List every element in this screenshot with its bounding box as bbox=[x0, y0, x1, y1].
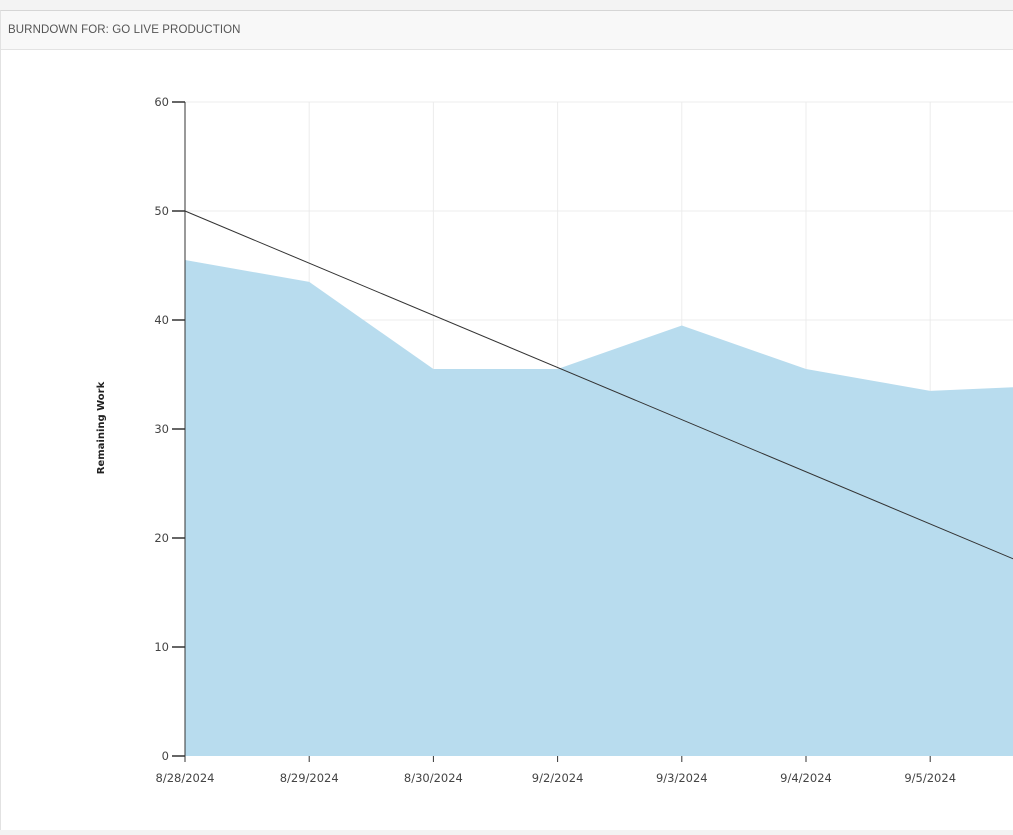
y-tick-label: 0 bbox=[162, 749, 169, 763]
area-layer bbox=[185, 260, 1013, 756]
y-tick-label: 30 bbox=[154, 422, 169, 436]
remaining-work-area bbox=[185, 260, 1013, 756]
x-tick-label: 8/30/2024 bbox=[404, 771, 463, 785]
y-tick-label: 10 bbox=[154, 640, 169, 654]
ideal-trend-line bbox=[184, 210, 1013, 560]
panel-title: BURNDOWN FOR: GO LIVE PRODUCTION bbox=[8, 24, 241, 36]
y-axis-label: Remaining Work bbox=[96, 381, 107, 474]
panel-header: BURNDOWN FOR: GO LIVE PRODUCTION bbox=[1, 11, 1013, 50]
x-tick-label: 9/3/2024 bbox=[656, 771, 708, 785]
y-tick-label: 60 bbox=[154, 95, 169, 109]
axis-layer: 0 10 20 30 40 50 60 8/28/2024 8/29/2024 8/30/2024… bbox=[154, 95, 956, 785]
x-tick-label: 9/5/2024 bbox=[904, 771, 956, 785]
x-tick-label: 9/4/2024 bbox=[780, 771, 832, 785]
x-tick-label: 9/2/2024 bbox=[532, 771, 584, 785]
y-tick-label: 50 bbox=[154, 204, 169, 218]
y-tick-label: 20 bbox=[154, 531, 169, 545]
x-tick-label: 8/28/2024 bbox=[156, 771, 215, 785]
ideal-line-layer bbox=[184, 210, 1013, 560]
x-tick-label: 8/29/2024 bbox=[280, 771, 339, 785]
y-tick-label: 40 bbox=[154, 313, 169, 327]
